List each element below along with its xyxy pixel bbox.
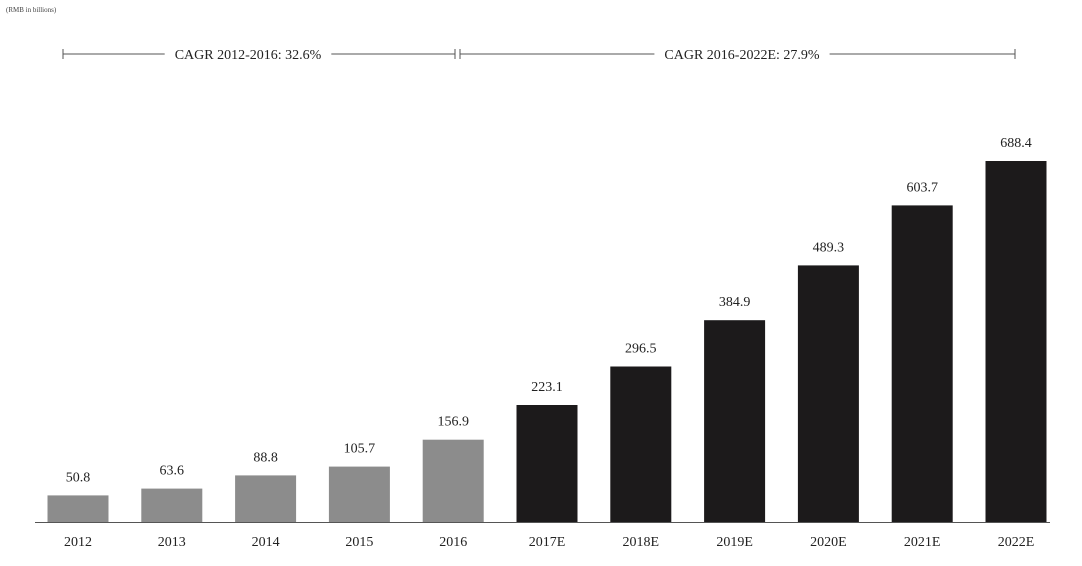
x-tick-labels: 2012 2013 2014 2015 2016 2017E 2018E 2019E 2020E… <box>64 535 1034 550</box>
value-label-2020e: 489.3 <box>813 240 845 255</box>
x-tick-label-2020e: 2020E <box>810 535 847 550</box>
x-tick-label-2012: 2012 <box>64 535 92 550</box>
bar-2022e <box>985 161 1047 522</box>
bar-2014 <box>235 475 297 522</box>
value-label-2022e: 688.4 <box>1000 136 1032 151</box>
x-tick-label-2015: 2015 <box>345 535 373 550</box>
bar-2018e <box>610 366 672 522</box>
value-labels: 50.8 63.6 88.8 105.7 156.9 223.1 296.5 384.9 489… <box>66 136 1032 485</box>
bar-2017e <box>516 405 578 522</box>
value-label-2013: 63.6 <box>160 464 185 479</box>
value-label-2017e: 223.1 <box>531 380 563 395</box>
value-label-2012: 50.8 <box>66 470 91 485</box>
bar-2020e <box>797 265 859 522</box>
x-tick-label-2018e: 2018E <box>623 535 660 550</box>
x-tick-label-2021e: 2021E <box>904 535 941 550</box>
cagr-annotation-2: CAGR 2016-2022E: 27.9% <box>459 48 1016 63</box>
cagr-annotation-1: CAGR 2012-2016: 32.6% <box>62 48 456 63</box>
cagr-annotations: CAGR 2012-2016: 32.6% CAGR 2016-2022E: 27… <box>62 48 1016 63</box>
x-tick-label-2013: 2013 <box>158 535 186 550</box>
bars <box>47 161 1047 522</box>
value-label-2015: 105.7 <box>344 442 376 457</box>
bar-2021e <box>891 205 953 522</box>
value-label-2016: 156.9 <box>437 415 469 430</box>
value-label-2019e: 384.9 <box>719 295 751 310</box>
value-label-2018e: 296.5 <box>625 342 657 357</box>
x-tick-label-2014: 2014 <box>252 535 280 550</box>
bar-2016 <box>422 439 484 522</box>
cagr-label-2: CAGR 2016-2022E: 27.9% <box>664 48 820 63</box>
bar-2012 <box>47 495 109 522</box>
value-label-2014: 88.8 <box>253 450 278 465</box>
x-tick-label-2016: 2016 <box>439 535 467 550</box>
bar-2019e <box>704 320 766 522</box>
cagr-label-1: CAGR 2012-2016: 32.6% <box>175 48 322 63</box>
value-label-2021e: 603.7 <box>906 180 938 195</box>
x-tick-label-2019e: 2019E <box>716 535 753 550</box>
x-tick-label-2017e: 2017E <box>529 535 566 550</box>
unit-note: (RMB in billions) <box>6 6 57 14</box>
bar-2015 <box>328 466 390 522</box>
bar-2013 <box>141 488 203 522</box>
x-tick-label-2022e: 2022E <box>998 535 1035 550</box>
